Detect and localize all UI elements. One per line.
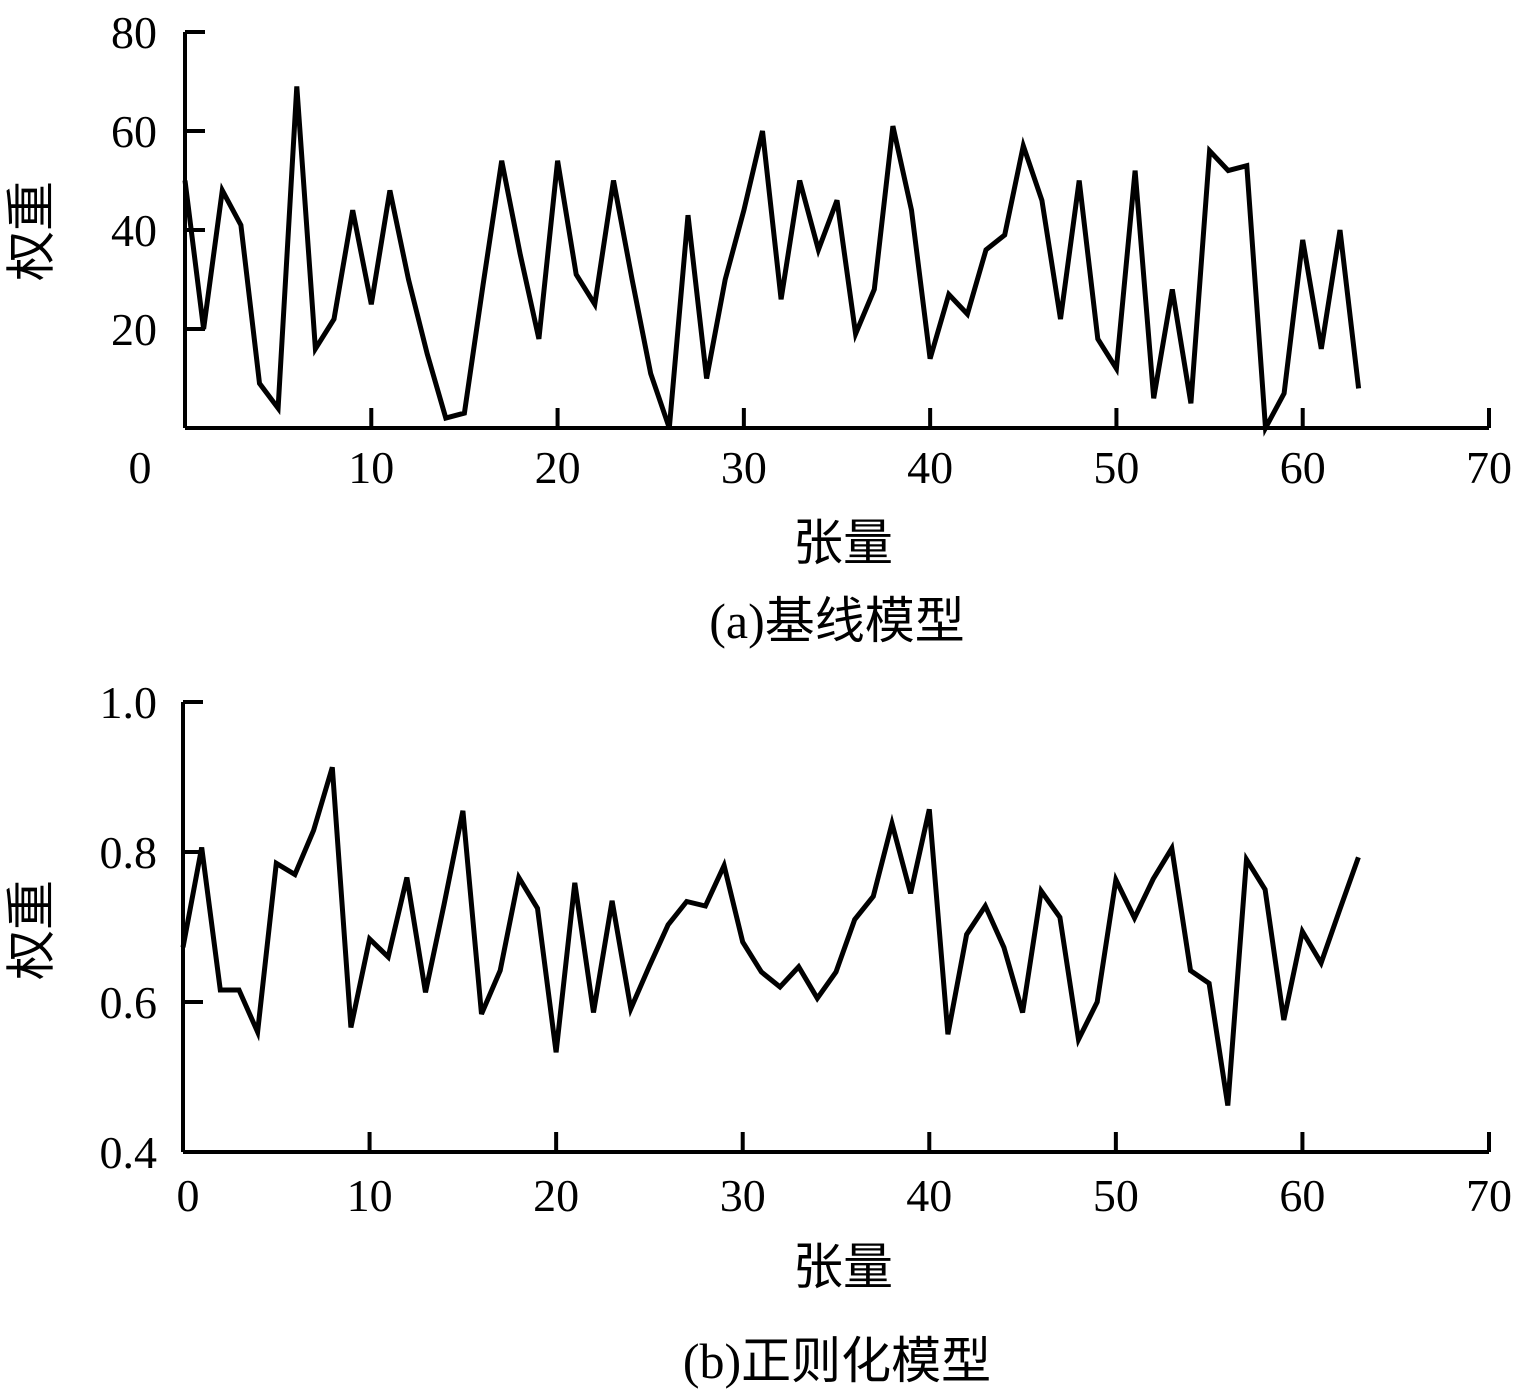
x-tick-label: 60 (1279, 1170, 1325, 1221)
chart-caption: (b)正则化模型 (683, 1333, 991, 1389)
y-tick-label: 80 (111, 7, 157, 58)
y-tick-label: 0.8 (100, 827, 158, 878)
x-tick-label: 10 (347, 1170, 393, 1221)
y-tick-label: 20 (111, 304, 157, 355)
x-tick-label: 40 (907, 442, 953, 493)
x-tick-label: 30 (721, 442, 767, 493)
x-tick-label: 70 (1466, 442, 1512, 493)
y-tick-labels: 20 40 60 80 (111, 7, 157, 355)
x-tick-label: 20 (533, 1170, 579, 1221)
chart-caption: (a)基线模型 (709, 593, 965, 649)
x-tick-label: 10 (348, 442, 394, 493)
y-tick-label: 40 (111, 205, 157, 256)
x-tick-label: 60 (1280, 442, 1326, 493)
x-axis-title: 张量 (793, 514, 893, 572)
x-tick-label: 30 (720, 1170, 766, 1221)
y-tick-labels: 0.4 0.6 0.8 1.0 (100, 677, 158, 1178)
y-tick-label: 0.6 (100, 977, 158, 1028)
tick-marks (183, 700, 1491, 1154)
y-tick-label: 1.0 (100, 677, 158, 728)
tick-marks (185, 30, 1491, 428)
x-tick-labels: 0 10 20 30 40 50 60 70 (129, 442, 1513, 493)
chart-panel-a: 0 10 20 30 40 50 60 70 20 40 60 80 权重 张量 (a)基线模型 (3, 7, 1513, 649)
chart-panel-b: 0 10 20 30 40 50 60 70 0.4 0.6 0.8 1.0 权重 张量 (b)正则… (3, 677, 1513, 1389)
y-axis-title: 权重 (3, 181, 61, 281)
y-tick-label: 0.4 (100, 1127, 158, 1178)
x-tick-label: 50 (1093, 1170, 1139, 1221)
x-tick-labels: 0 10 20 30 40 50 60 70 (177, 1170, 1513, 1221)
x-tick-label: 50 (1093, 442, 1139, 493)
x-tick-label: 20 (535, 442, 581, 493)
x-axis-title: 张量 (793, 1238, 893, 1296)
y-axis-title: 权重 (3, 880, 61, 980)
x-tick-label: 40 (906, 1170, 952, 1221)
x-tick-label: 0 (129, 442, 152, 493)
y-tick-label: 60 (111, 106, 157, 157)
x-tick-label: 0 (177, 1170, 200, 1221)
x-tick-label: 70 (1466, 1170, 1512, 1221)
series-line (182, 86, 1362, 437)
series-line (180, 766, 1361, 1106)
